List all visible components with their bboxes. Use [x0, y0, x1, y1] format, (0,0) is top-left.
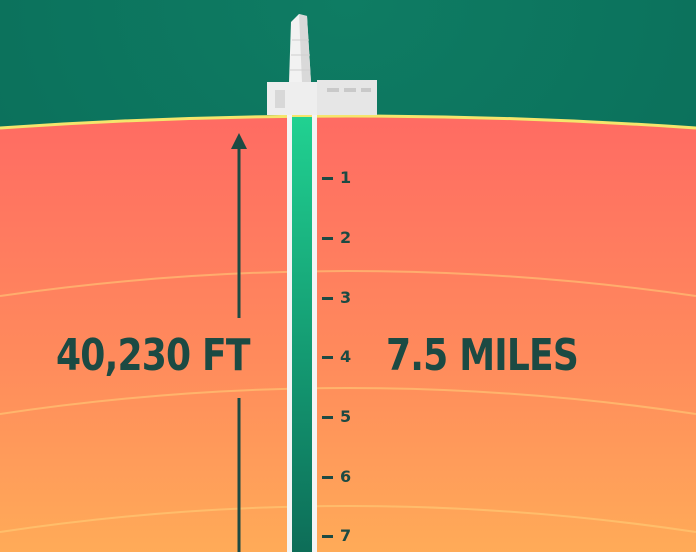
depth-arrow: [231, 133, 247, 552]
drilling-facility-icon: [267, 14, 377, 115]
depth-feet-label: 40,230 FT: [56, 330, 250, 381]
tick-mark: [322, 476, 333, 479]
scale-tick-6: 6: [322, 467, 351, 486]
tick-mark: [322, 356, 333, 359]
tick-mark: [322, 535, 333, 538]
tick-mark: [322, 237, 333, 240]
layer-line: [0, 387, 696, 415]
layer-line: [0, 505, 696, 533]
scale-tick-1: 1: [322, 168, 351, 187]
tick-label: 3: [340, 288, 352, 307]
scale-tick-2: 2: [322, 228, 351, 247]
tick-label: 2: [340, 228, 352, 247]
tick-mark: [322, 177, 333, 180]
tick-label: 6: [340, 467, 352, 486]
borehole-wall-left: [287, 115, 292, 552]
scale-tick-5: 5: [322, 407, 351, 426]
borehole-wall-right: [312, 115, 317, 552]
depth-miles-label: 7.5 MILES: [386, 330, 579, 381]
tick-mark: [322, 297, 333, 300]
tick-label: 1: [340, 168, 352, 187]
scale-tick-3: 3: [322, 288, 351, 307]
tick-label: 5: [340, 407, 352, 426]
borehole: [291, 117, 313, 552]
earth-crust: [0, 116, 696, 552]
tick-label: 7: [340, 526, 352, 545]
tick-label: 4: [340, 347, 352, 366]
scale-tick-7: 7: [322, 526, 351, 545]
tick-mark: [322, 416, 333, 419]
surface-line: [0, 114, 696, 130]
scale-tick-4: 4: [322, 347, 351, 366]
layer-line: [0, 270, 696, 297]
